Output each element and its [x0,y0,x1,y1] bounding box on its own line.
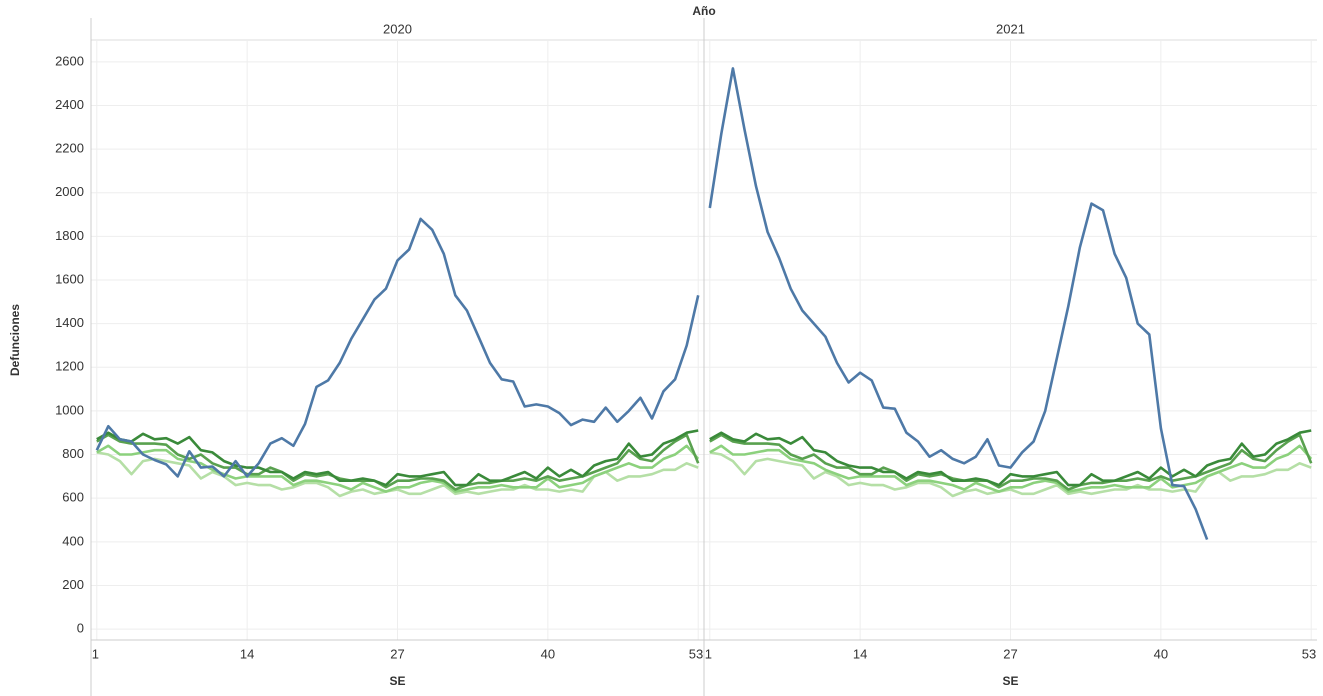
series-line [709,429,1312,487]
series-line [709,444,1313,493]
x-tick-label: 1 [92,646,99,661]
y-tick-label: 600 [62,490,84,505]
y-tick-label: 1000 [55,402,84,417]
series-line [96,433,700,491]
x-tick-label: 27 [1003,646,1017,661]
panel-label: 2021 [996,21,1025,36]
chart-title: Año [692,4,715,18]
y-tick-label: 400 [62,533,84,548]
y-tick-label: 200 [62,577,84,592]
y-tick-label: 2600 [55,53,84,68]
y-axis-label: Defunciones [8,304,22,376]
x-tick-label: 14 [853,646,867,661]
y-tick-label: 1400 [55,315,84,330]
y-tick-label: 0 [77,621,84,636]
y-tick-label: 1800 [55,228,84,243]
y-tick-label: 1600 [55,271,84,286]
x-tick-label: 40 [1154,646,1168,661]
x-axis-label: SE [389,674,405,688]
series-line [709,433,1313,491]
x-tick-label: 53 [1302,646,1316,661]
panel-label: 2020 [383,21,412,36]
y-tick-label: 800 [62,446,84,461]
series-line [96,429,699,487]
x-tick-label: 27 [390,646,404,661]
x-tick-label: 14 [240,646,254,661]
y-tick-label: 2400 [55,97,84,112]
y-tick-label: 1200 [55,359,84,374]
series-line [95,217,700,478]
x-tick-label: 53 [689,646,703,661]
x-tick-label: 40 [541,646,555,661]
series-line [708,67,1209,541]
x-tick-label: 1 [705,646,712,661]
y-tick-label: 2000 [55,184,84,199]
y-tick-label: 2200 [55,141,84,156]
x-axis-label: SE [1002,674,1018,688]
